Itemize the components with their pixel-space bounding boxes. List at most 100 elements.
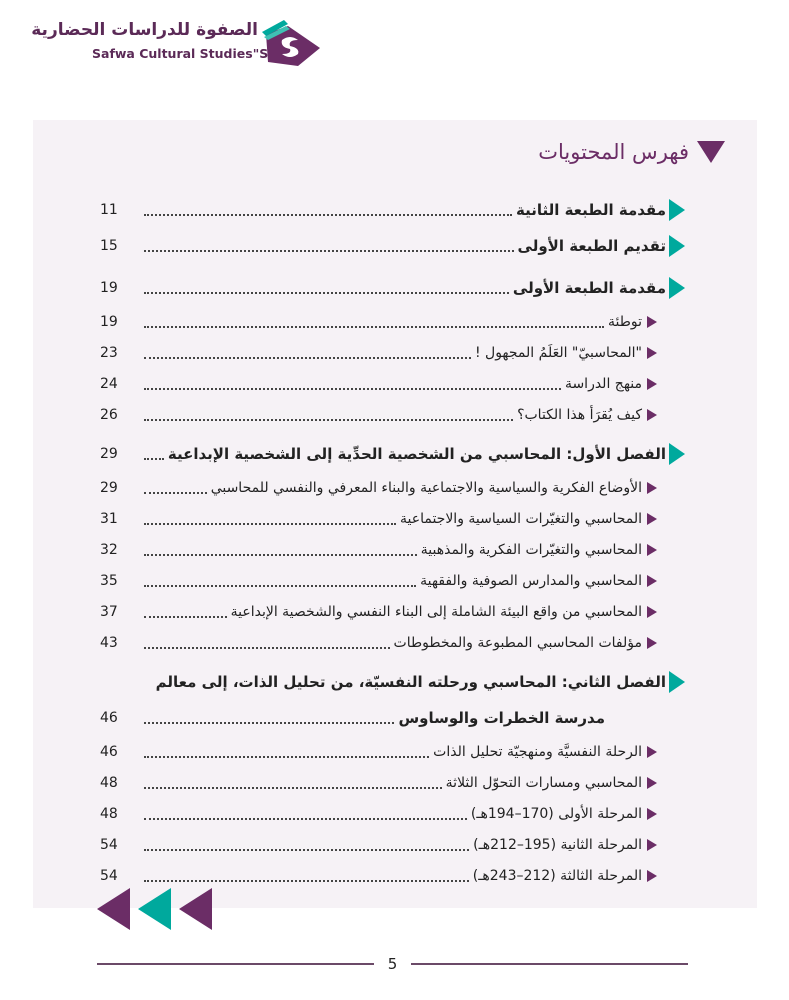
- dot-leader: [144, 817, 467, 820]
- table-of-contents: مقدمة الطبعة الثانية 11 تقديم الطبعة الأول…: [100, 192, 685, 891]
- dot-leader: [144, 458, 164, 460]
- toc-entry[interactable]: المحاسبي والتغيّرات الفكرية والمذهبية 32: [100, 534, 685, 565]
- toc-entry[interactable]: الرحلة النفسيَّة ومنهجيّة تحليل الذات 46: [100, 736, 685, 767]
- triangle-left-icon: [647, 605, 657, 618]
- toc-entry[interactable]: كيف يُقرَأ هذا الكتاب؟ 26: [100, 399, 685, 430]
- entry-title: الفصل الأول: المحاسبي من الشخصية الحدِّي…: [167, 445, 666, 463]
- toc-entry[interactable]: مقدمة الطبعة الأولى 19: [100, 270, 685, 306]
- toc-entry[interactable]: الفصل الثاني: المحاسبي ورحلته النفسيّة، …: [100, 664, 685, 700]
- triangle-left-icon: [647, 543, 657, 556]
- dot-leader: [144, 214, 512, 216]
- entry-page: 46: [100, 743, 118, 760]
- dot-leader: [144, 491, 207, 494]
- dot-leader: [144, 615, 227, 618]
- toc-entry[interactable]: منهج الدراسة 24: [100, 368, 685, 399]
- triangle-left-icon: [97, 888, 130, 930]
- dot-leader: [144, 646, 390, 649]
- dot-leader: [144, 786, 442, 789]
- triangle-left-icon: [669, 235, 685, 257]
- toc-entry[interactable]: توطئة 19: [100, 306, 685, 337]
- toc-entry[interactable]: الفصل الأول: المحاسبي من الشخصية الحدِّي…: [100, 436, 685, 472]
- triangle-left-icon: [669, 199, 685, 221]
- entry-title: مؤلفات المحاسبي المطبوعة والمخطوطات: [393, 634, 642, 651]
- toc-entry[interactable]: المرحلة الثالثة (212–243هـ) 54: [100, 860, 685, 891]
- dot-leader: [144, 848, 470, 851]
- toc-entry[interactable]: المحاسبي ومسارات التحوّل الثلاثة 48: [100, 767, 685, 798]
- toc-entry[interactable]: المحاسبي من واقع البيئة الشاملة إلى البن…: [100, 596, 685, 627]
- page-number: 5: [387, 955, 398, 973]
- footer-rule: [411, 963, 689, 965]
- entry-title: الأوضاع الفكرية والسياسية والاجتماعية وا…: [210, 479, 642, 496]
- triangle-left-icon: [647, 776, 657, 789]
- entry-title: المحاسبي من واقع البيئة الشاملة إلى البن…: [230, 603, 642, 620]
- triangle-left-icon: [647, 807, 657, 820]
- entry-title: كيف يُقرَأ هذا الكتاب؟: [517, 406, 642, 423]
- dot-leader: [144, 584, 417, 587]
- entry-page: 37: [100, 603, 118, 620]
- toc-entry[interactable]: مقدمة الطبعة الثانية 11: [100, 192, 685, 228]
- entry-page: 24: [100, 375, 118, 392]
- entry-page: 48: [100, 774, 118, 791]
- logo-mark-icon: [262, 20, 320, 66]
- triangle-left-icon: [647, 869, 657, 882]
- entry-page: 19: [100, 313, 118, 330]
- dot-leader: [144, 356, 471, 359]
- toc-entry[interactable]: المحاسبي والتغيّرات السياسية والاجتماعية…: [100, 503, 685, 534]
- triangle-left-icon: [179, 888, 212, 930]
- entry-title: توطئة: [607, 313, 642, 330]
- triangle-left-icon: [647, 745, 657, 758]
- dot-leader: [144, 250, 514, 252]
- footer-rule: [97, 963, 374, 965]
- entry-title-continuation: مدرسة الخطرات والوساوس: [398, 709, 605, 727]
- triangle-down-icon: [697, 141, 725, 163]
- triangle-left-icon: [647, 838, 657, 851]
- entry-page: 48: [100, 805, 118, 822]
- entry-page: 43: [100, 634, 118, 651]
- toc-entry[interactable]: تقديم الطبعة الأولى 15: [100, 228, 685, 264]
- decorative-arrows: [97, 888, 212, 930]
- toc-entry[interactable]: "المحاسبيّ" العَلَمُ المجهول ! 23: [100, 337, 685, 368]
- dot-leader: [144, 722, 395, 724]
- entry-page: 23: [100, 344, 118, 361]
- entry-title: المحاسبي ومسارات التحوّل الثلاثة: [445, 774, 642, 791]
- triangle-left-icon: [647, 315, 657, 328]
- entry-page: 15: [100, 238, 118, 254]
- triangle-left-icon: [647, 377, 657, 390]
- dot-leader: [144, 387, 561, 390]
- entry-page: 29: [100, 479, 118, 496]
- toc-entry[interactable]: الأوضاع الفكرية والسياسية والاجتماعية وا…: [100, 472, 685, 503]
- dot-leader: [144, 522, 396, 525]
- toc-entry[interactable]: المرحلة الثانية (195–212هـ) 54: [100, 829, 685, 860]
- triangle-left-icon: [647, 408, 657, 421]
- entry-page: 35: [100, 572, 118, 589]
- triangle-left-icon: [647, 512, 657, 525]
- entry-title: الرحلة النفسيَّة ومنهجيّة تحليل الذات: [433, 743, 642, 760]
- publisher-logo: الصفوة للدراسات الحضارية Safwa Cultural …: [31, 18, 322, 68]
- entry-title: تقديم الطبعة الأولى: [517, 237, 666, 255]
- triangle-left-icon: [669, 443, 685, 465]
- entry-page: 54: [100, 836, 118, 853]
- dot-leader: [144, 292, 509, 294]
- entry-title: منهج الدراسة: [564, 375, 642, 392]
- page-footer: 5: [97, 955, 689, 973]
- triangle-left-icon: [669, 671, 685, 693]
- entry-page: 46: [100, 710, 118, 726]
- toc-header: فهرس المحتويات: [538, 140, 725, 164]
- entry-title: المرحلة الثالثة (212–243هـ): [472, 867, 642, 884]
- entry-title: مقدمة الطبعة الأولى: [512, 279, 666, 297]
- entry-title: "المحاسبيّ" العَلَمُ المجهول !: [474, 344, 642, 361]
- triangle-left-icon: [669, 277, 685, 299]
- entry-title: المحاسبي والتغيّرات الفكرية والمذهبية: [420, 541, 642, 558]
- logo-arabic-text: الصفوة للدراسات الحضارية: [31, 20, 258, 40]
- dot-leader: [144, 755, 430, 758]
- entry-page: 54: [100, 867, 118, 884]
- triangle-left-icon: [647, 636, 657, 649]
- triangle-left-icon: [647, 574, 657, 587]
- dot-leader: [144, 553, 417, 556]
- entry-title: المحاسبي والتغيّرات السياسية والاجتماعية: [400, 510, 642, 527]
- toc-entry[interactable]: المرحلة الأولى (170–194هـ) 48: [100, 798, 685, 829]
- entry-title: المرحلة الثانية (195–212هـ): [473, 836, 642, 853]
- entry-title: الفصل الثاني: المحاسبي ورحلته النفسيّة، …: [155, 673, 666, 691]
- toc-entry[interactable]: مؤلفات المحاسبي المطبوعة والمخطوطات 43: [100, 627, 685, 658]
- toc-entry[interactable]: المحاسبي والمدارس الصوفية والفقهية 35: [100, 565, 685, 596]
